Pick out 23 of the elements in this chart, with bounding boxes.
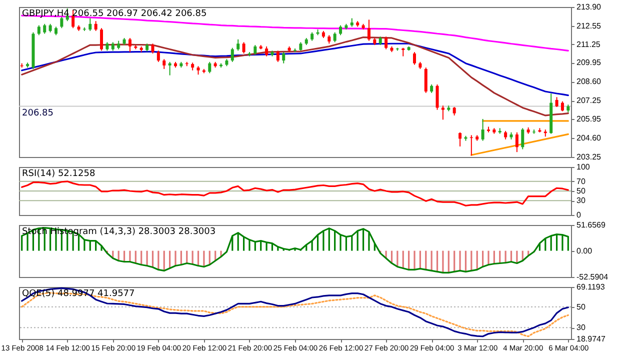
y-tick-label: 212.55 bbox=[576, 22, 602, 31]
y-tick-label: 209.95 bbox=[576, 58, 602, 68]
y-tick-label: 50 bbox=[576, 186, 586, 196]
y-tick-label: 208.60 bbox=[576, 77, 602, 86]
y-tick-label: 0 bbox=[576, 210, 582, 220]
y-tick-label: 213.90 bbox=[576, 2, 602, 12]
y-tick-label: 207.25 bbox=[576, 96, 602, 106]
y-tick-label: 205.95 bbox=[576, 114, 602, 124]
y-tick-label: 211.25 bbox=[576, 40, 601, 49]
y-tick-label: 204.60 bbox=[576, 133, 602, 142]
y-tick-label: 50 bbox=[576, 302, 586, 312]
chart-title: RSI(14) 52.1258 bbox=[22, 169, 96, 179]
y-tick-label: 0.00 bbox=[576, 246, 593, 256]
y-tick-label: 30 bbox=[576, 323, 586, 332]
y-tick-label: -52.5904 bbox=[576, 272, 609, 282]
y-tick-label: 18.9747 bbox=[576, 334, 606, 344]
y-tick-label: 69.1193 bbox=[576, 282, 606, 292]
y-tick-label: 70 bbox=[576, 176, 586, 186]
y-tick-label: 203.25 bbox=[576, 152, 602, 162]
ref-line-label: 206.85 bbox=[22, 108, 54, 118]
y-tick-label: 100 bbox=[576, 162, 590, 172]
y-tick-label: 51.6569 bbox=[576, 220, 606, 230]
y-tick-label: 30 bbox=[576, 196, 586, 206]
